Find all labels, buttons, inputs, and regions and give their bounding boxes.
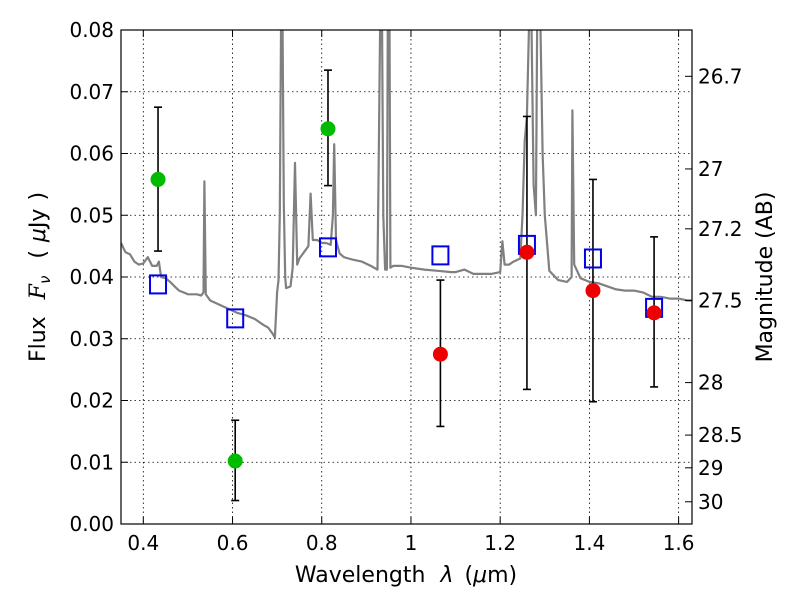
- y-tick-labels: 0.00 0.01 0.02 0.03 0.04 0.05 0.06 0.07 0.08: [69, 18, 114, 536]
- x-tick-label: 1.4: [573, 531, 605, 555]
- spectrum-line: [121, 30, 692, 339]
- y2-tick-label: 30: [698, 490, 723, 514]
- y-tick-label: 0.00: [69, 512, 114, 536]
- observed-points: [150, 121, 662, 469]
- model-box: [226, 308, 245, 329]
- y-tick-label: 0.01: [69, 450, 114, 474]
- y2-tick-label: 28.5: [698, 423, 743, 447]
- y-tick-label: 0.02: [69, 389, 114, 413]
- x-axis-label: Wavelength λ (μm): [295, 563, 517, 588]
- red-point: [519, 244, 535, 260]
- y-tick-label: 0.07: [69, 80, 114, 104]
- y2-tick-label: 26.7: [698, 64, 743, 88]
- green-point: [320, 121, 336, 137]
- axis-ticks: [121, 29, 692, 525]
- x-tick-label: 1.6: [663, 531, 695, 555]
- y-tick-label: 0.04: [69, 265, 114, 289]
- model-box: [583, 248, 602, 269]
- red-point: [585, 283, 601, 299]
- red-point: [646, 305, 662, 321]
- spectrum-series: [121, 30, 692, 339]
- x-tick-labels: 0.4 0.6 0.8 1 1.2 1.4 1.6: [127, 531, 694, 555]
- model-box: [318, 237, 337, 258]
- y2-tick-label: 27.5: [698, 288, 743, 312]
- y2-tick-label: 28: [698, 371, 723, 395]
- model-box: [149, 274, 168, 295]
- y2-tick-label: 29: [698, 456, 723, 480]
- x-tick-label: 0.8: [306, 531, 338, 555]
- x-tick-label: 1.2: [484, 531, 516, 555]
- green-point: [227, 453, 243, 469]
- model-boxes: [149, 234, 664, 329]
- x-tick-label: 0.6: [217, 531, 249, 555]
- red-point: [432, 346, 448, 362]
- x-tick-label: 1: [405, 531, 418, 555]
- y-tick-label: 0.03: [69, 327, 114, 351]
- y2-tick-label: 27.2: [698, 217, 743, 241]
- y-axis-label: Flux Fν (μJy): [26, 192, 56, 362]
- y-tick-label: 0.08: [69, 18, 114, 42]
- x-tick-label: 0.4: [127, 531, 159, 555]
- y2-axis-label: Magnitude (AB): [753, 192, 778, 363]
- y-tick-label: 0.05: [69, 203, 114, 227]
- model-box: [431, 245, 450, 266]
- green-point: [150, 171, 166, 187]
- y2-tick-labels: 26.7 27 27.2 27.5 28 28.5 29 30: [698, 64, 743, 513]
- y2-tick-label: 27: [698, 157, 723, 181]
- y-tick-label: 0.06: [69, 142, 114, 166]
